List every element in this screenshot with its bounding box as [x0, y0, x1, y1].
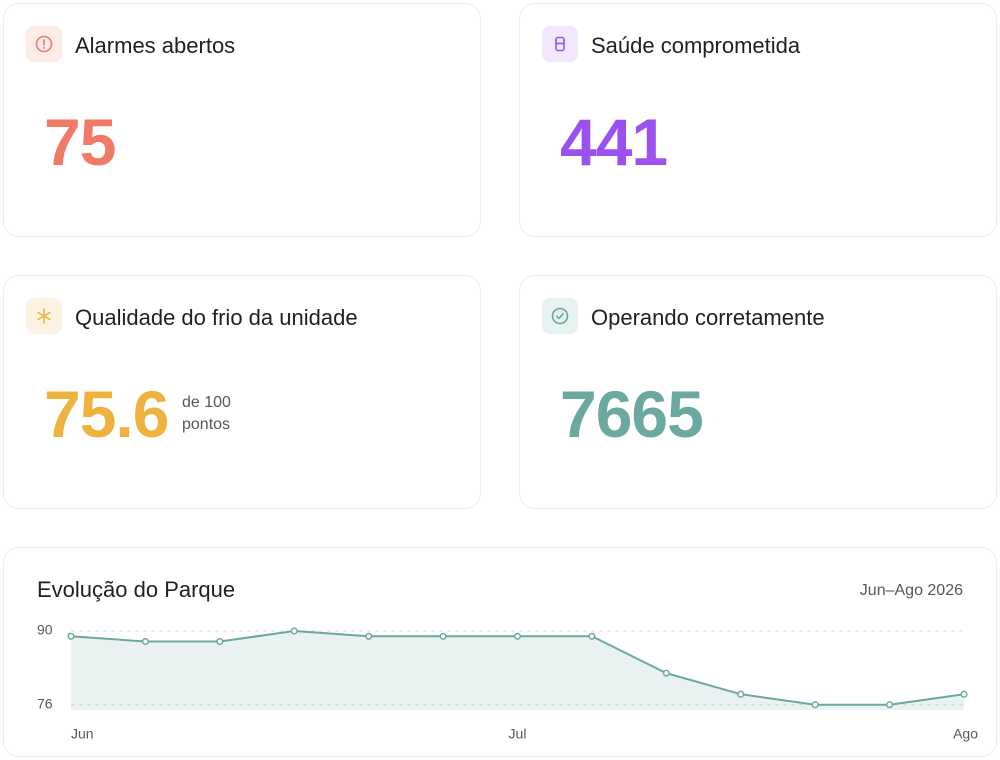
point — [365, 632, 373, 640]
point — [588, 632, 596, 640]
area — [71, 631, 964, 710]
chart-title: Evolução do Parque — [37, 577, 235, 602]
card-title: Saúde comprometida — [591, 33, 801, 58]
icon — [26, 26, 62, 62]
device-icon — [555, 36, 565, 52]
point — [67, 632, 75, 640]
x-tick-label: Ago — [953, 726, 978, 742]
card: Operando corretamente 7665 — [519, 275, 997, 509]
point — [216, 637, 224, 646]
card: Alarmes abertos 75 — [3, 3, 481, 237]
x-tick-label: Jun — [71, 726, 94, 742]
point — [439, 632, 447, 640]
card-note: de 100 pontos — [182, 394, 231, 433]
card-value: 441 — [560, 105, 668, 179]
icon — [542, 298, 578, 334]
card-title: Qualidade do frio da unidade — [75, 305, 358, 330]
point — [737, 690, 745, 698]
chart-subtitle: Jun–Ago 2026 — [860, 582, 963, 599]
icon — [26, 298, 62, 334]
chart: Evolução do Parque Jun–Ago 2026 76 90 Jun J… — [37, 577, 978, 742]
point — [141, 637, 149, 646]
point — [960, 690, 968, 698]
card-value: 75.6 — [44, 377, 169, 451]
card-title: Alarmes abertos — [75, 33, 236, 58]
point — [290, 627, 298, 635]
card-title: Operando corretamente — [591, 305, 825, 330]
point — [811, 701, 819, 709]
icon — [542, 26, 578, 62]
y-tick-label: 90 — [37, 622, 53, 638]
card: Saúde comprometida 441 — [519, 3, 997, 237]
card-value: 7665 — [560, 377, 704, 451]
chart-card: Evolução do Parque Jun–Ago 2026 76 90 Jun J… — [3, 547, 997, 757]
y-tick-label: 76 — [37, 695, 53, 711]
x-tick-label: Jul — [509, 726, 527, 742]
point — [513, 632, 522, 640]
point — [662, 669, 670, 677]
card-value: 75 — [44, 105, 116, 179]
alert-icon — [35, 35, 53, 53]
point — [886, 701, 894, 709]
snow-icon — [37, 308, 51, 324]
card: Qualidade do frio da unidade 75.6 de 100… — [3, 275, 481, 509]
check-icon — [551, 307, 569, 325]
